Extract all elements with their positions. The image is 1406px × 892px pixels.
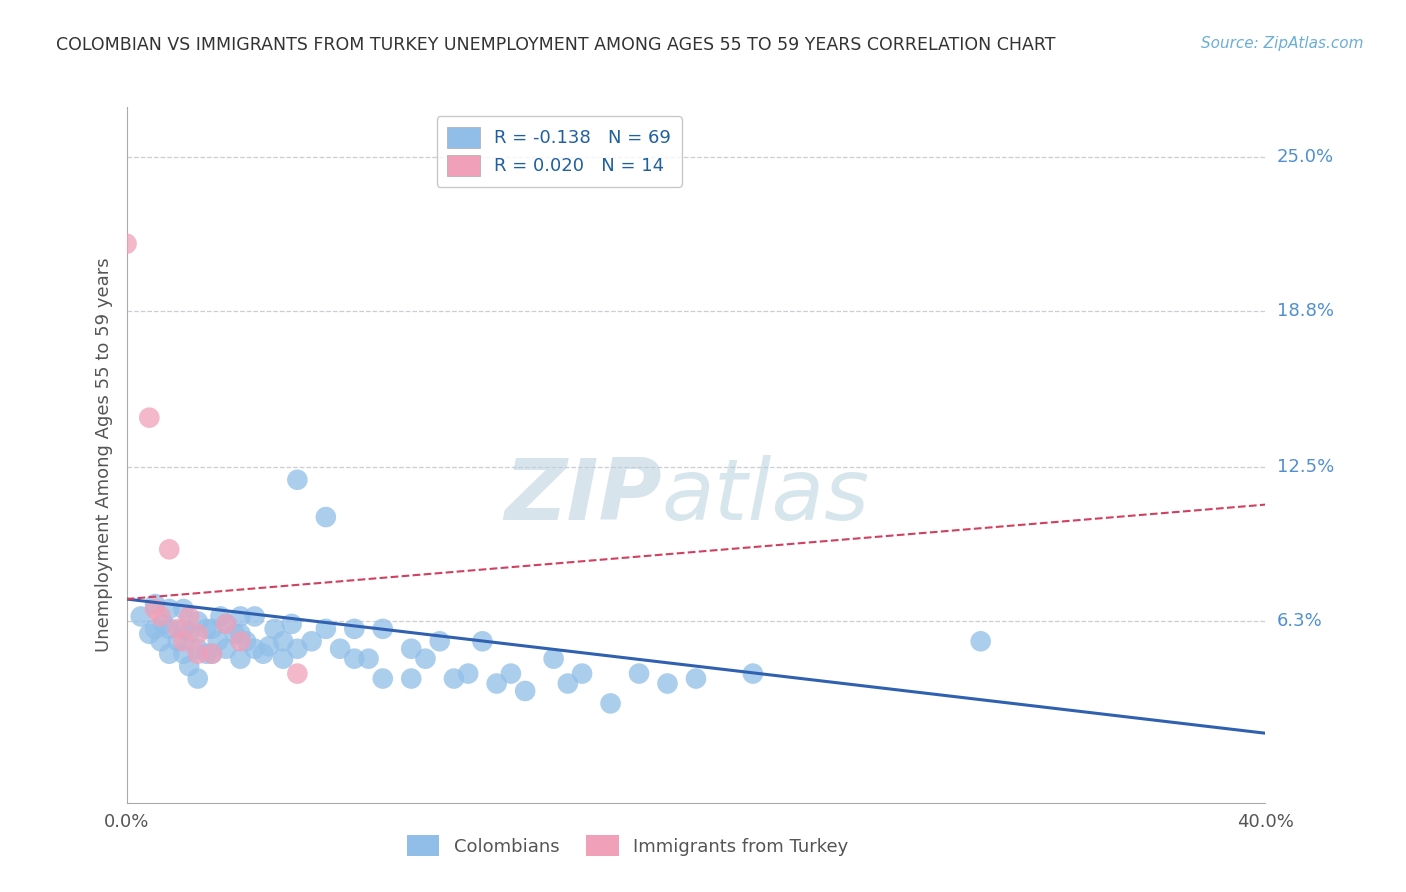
Point — [229, 651, 252, 665]
Point — [235, 634, 257, 648]
Point — [287, 666, 309, 681]
Point — [401, 672, 423, 686]
Point — [243, 641, 266, 656]
Text: Source: ZipAtlas.com: Source: ZipAtlas.com — [1201, 36, 1364, 51]
Y-axis label: Unemployment Among Ages 55 to 59 years: Unemployment Among Ages 55 to 59 years — [94, 258, 112, 652]
Point — [343, 651, 366, 665]
Point — [172, 602, 194, 616]
Point — [443, 672, 465, 686]
Point — [287, 473, 309, 487]
Point — [685, 672, 707, 686]
Point — [287, 641, 309, 656]
Point — [229, 627, 252, 641]
Point — [243, 609, 266, 624]
Point — [166, 622, 188, 636]
Point — [166, 634, 188, 648]
Point — [371, 672, 394, 686]
Text: 12.5%: 12.5% — [1277, 458, 1334, 476]
Point — [143, 602, 166, 616]
Point — [201, 622, 224, 636]
Point — [143, 622, 166, 636]
Text: 6.3%: 6.3% — [1277, 613, 1322, 631]
Point — [143, 597, 166, 611]
Point — [263, 622, 285, 636]
Point — [172, 647, 194, 661]
Point — [257, 639, 280, 653]
Point — [357, 651, 380, 665]
Point — [187, 647, 209, 661]
Text: 25.0%: 25.0% — [1277, 148, 1334, 166]
Point — [499, 666, 522, 681]
Point — [571, 666, 593, 681]
Point — [152, 616, 174, 631]
Point — [224, 627, 246, 641]
Point — [138, 410, 160, 425]
Point — [149, 609, 172, 624]
Text: 18.8%: 18.8% — [1277, 301, 1333, 320]
Point — [252, 647, 274, 661]
Point — [179, 659, 201, 673]
Point — [315, 510, 337, 524]
Point — [315, 622, 337, 636]
Point — [471, 634, 494, 648]
Point — [179, 609, 201, 624]
Point — [157, 647, 180, 661]
Point — [215, 616, 238, 631]
Point — [187, 672, 209, 686]
Point — [201, 647, 224, 661]
Point — [457, 666, 479, 681]
Point — [209, 609, 232, 624]
Point — [172, 622, 194, 636]
Point — [485, 676, 508, 690]
Point — [187, 641, 209, 656]
Point — [157, 542, 180, 557]
Text: ZIP: ZIP — [505, 455, 662, 538]
Point — [301, 634, 323, 648]
Point — [543, 651, 565, 665]
Point — [195, 622, 218, 636]
Point — [280, 616, 302, 631]
Text: atlas: atlas — [662, 455, 870, 538]
Point — [557, 676, 579, 690]
Point — [343, 622, 366, 636]
Point — [229, 609, 252, 624]
Point — [149, 634, 172, 648]
Point — [599, 697, 621, 711]
Point — [138, 627, 160, 641]
Point — [207, 634, 229, 648]
Point — [271, 651, 294, 665]
Point — [970, 634, 993, 648]
Point — [401, 641, 423, 656]
Point — [515, 684, 537, 698]
Point — [201, 647, 224, 661]
Point — [657, 676, 679, 690]
Point — [187, 627, 209, 641]
Point — [229, 634, 252, 648]
Point — [742, 666, 765, 681]
Point — [215, 616, 238, 631]
Point — [129, 609, 152, 624]
Point — [415, 651, 437, 665]
Point — [628, 666, 651, 681]
Point — [179, 627, 201, 641]
Point — [172, 634, 194, 648]
Point — [115, 236, 138, 251]
Point — [271, 634, 294, 648]
Point — [157, 602, 180, 616]
Point — [429, 634, 451, 648]
Point — [371, 622, 394, 636]
Text: COLOMBIAN VS IMMIGRANTS FROM TURKEY UNEMPLOYMENT AMONG AGES 55 TO 59 YEARS CORRE: COLOMBIAN VS IMMIGRANTS FROM TURKEY UNEM… — [56, 36, 1056, 54]
Point — [157, 622, 180, 636]
Point — [215, 641, 238, 656]
Point — [187, 615, 209, 629]
Legend: Colombians, Immigrants from Turkey: Colombians, Immigrants from Turkey — [399, 828, 856, 863]
Point — [329, 641, 352, 656]
Point — [195, 647, 218, 661]
